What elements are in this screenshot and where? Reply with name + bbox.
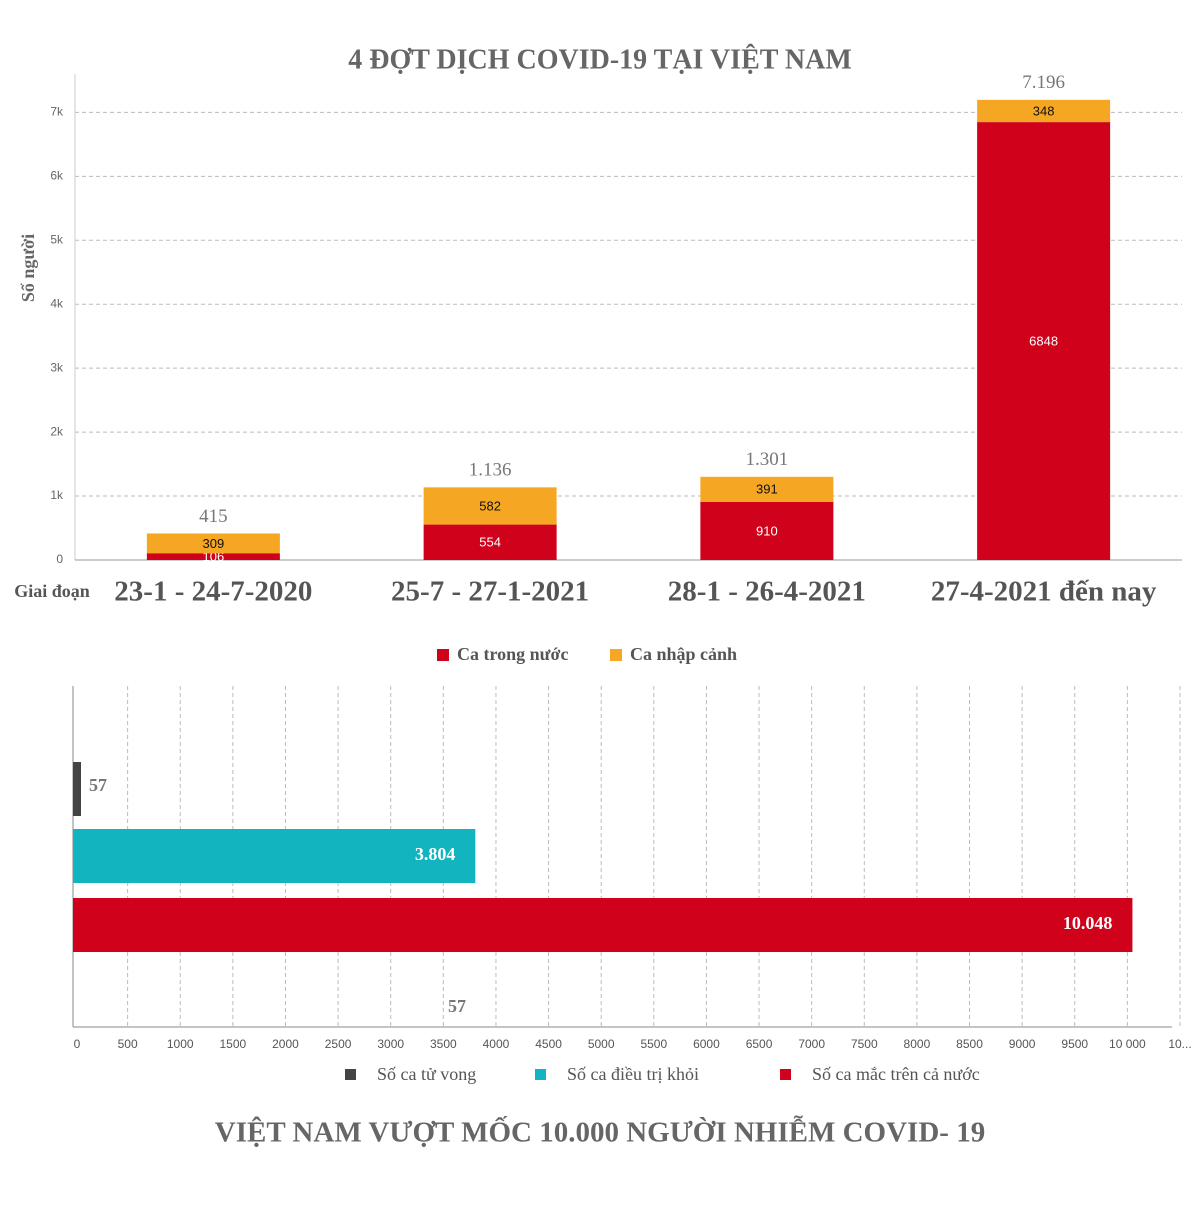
x-tick-label: 27-4-2021 đến nay bbox=[931, 576, 1157, 608]
x-tick-label: 2000 bbox=[272, 1037, 299, 1051]
legend-label: Số ca điều trị khỏi bbox=[567, 1064, 699, 1084]
x-tick-label: 3000 bbox=[377, 1037, 404, 1051]
x-tick-label: 28-1 - 26-4-2021 bbox=[668, 576, 866, 608]
data-label: 910 bbox=[756, 523, 778, 538]
legend-swatch bbox=[610, 649, 622, 661]
data-label: 3.804 bbox=[415, 844, 456, 864]
total-label: 7.196 bbox=[1022, 72, 1065, 93]
data-label: 582 bbox=[479, 498, 501, 513]
y-tick-label: 4k bbox=[50, 296, 64, 310]
x-tick-label: 0 bbox=[74, 1037, 81, 1051]
y-tick-label: 5k bbox=[50, 232, 64, 246]
data-label: 57 bbox=[89, 775, 107, 795]
x-tick-label: 7500 bbox=[851, 1037, 878, 1051]
bar bbox=[73, 898, 1133, 952]
total-label: 1.136 bbox=[469, 460, 512, 481]
x-tick-label: 6000 bbox=[693, 1037, 720, 1051]
data-label: 348 bbox=[1033, 103, 1055, 118]
legend-label: Ca trong nước bbox=[457, 644, 568, 664]
x-tick-label: 23-1 - 24-7-2020 bbox=[114, 576, 312, 608]
bar-segment bbox=[977, 122, 1111, 560]
x-axis-label: Giai đoạn bbox=[14, 581, 90, 601]
x-tick-label: 10 000 bbox=[1109, 1037, 1146, 1051]
legend-label: Ca nhập cảnh bbox=[630, 644, 737, 664]
total-label: 1.301 bbox=[746, 449, 789, 470]
x-tick-label: 10... bbox=[1168, 1037, 1191, 1051]
bar-segment bbox=[423, 524, 557, 560]
y-tick-label: 7k bbox=[50, 105, 64, 119]
bar-segment bbox=[977, 99, 1111, 123]
y-tick-label: 0 bbox=[56, 552, 63, 566]
bar bbox=[73, 829, 476, 883]
x-tick-label: 9000 bbox=[1009, 1037, 1036, 1051]
legend-swatch bbox=[345, 1069, 356, 1080]
bar-segment bbox=[146, 533, 280, 554]
x-tick-label: 7000 bbox=[798, 1037, 825, 1051]
x-tick-label: 4000 bbox=[483, 1037, 510, 1051]
bar-segment bbox=[700, 476, 834, 502]
bar bbox=[73, 762, 81, 816]
legend-swatch bbox=[535, 1069, 546, 1080]
x-tick-label: 4500 bbox=[535, 1037, 562, 1051]
x-tick-label: 3500 bbox=[430, 1037, 457, 1051]
bar-segment bbox=[700, 501, 834, 560]
total-label: 415 bbox=[199, 506, 228, 527]
chart-title: 4 ĐỢT DỊCH COVID-19 TẠI VIỆT NAM bbox=[348, 44, 852, 75]
x-tick-label: 2500 bbox=[325, 1037, 352, 1051]
bar-segment bbox=[146, 553, 280, 560]
data-label: 309 bbox=[203, 536, 225, 551]
x-tick-label: 25-7 - 27-1-2021 bbox=[391, 576, 589, 608]
legend-label: Số ca tử vong bbox=[377, 1064, 476, 1084]
y-tick-label: 1k bbox=[50, 488, 64, 502]
data-label: 391 bbox=[756, 482, 778, 497]
data-label: 6848 bbox=[1029, 333, 1058, 348]
y-tick-label: 6k bbox=[50, 168, 64, 182]
bar-segment bbox=[423, 487, 557, 525]
chart-title: VIỆT NAM VƯỢT MỐC 10.000 NGƯỜI NHIỄM COV… bbox=[215, 1115, 985, 1149]
legend-swatch bbox=[437, 649, 449, 661]
data-label: 554 bbox=[479, 535, 501, 550]
legend-label: Số ca mắc trên cả nước bbox=[812, 1064, 980, 1084]
x-tick-label: 1500 bbox=[220, 1037, 247, 1051]
x-tick-label: 8500 bbox=[956, 1037, 983, 1051]
data-label: 10.048 bbox=[1063, 913, 1113, 933]
annotation: 57 bbox=[448, 996, 466, 1016]
y-tick-label: 3k bbox=[50, 360, 64, 374]
x-tick-label: 500 bbox=[118, 1037, 138, 1051]
x-tick-label: 8000 bbox=[904, 1037, 931, 1051]
y-tick-label: 2k bbox=[50, 424, 64, 438]
x-tick-label: 5500 bbox=[640, 1037, 667, 1051]
x-tick-label: 6500 bbox=[746, 1037, 773, 1051]
y-axis-label: Số người bbox=[18, 234, 38, 302]
x-tick-label: 5000 bbox=[588, 1037, 615, 1051]
x-tick-label: 1000 bbox=[167, 1037, 194, 1051]
legend-swatch bbox=[780, 1069, 791, 1080]
x-tick-label: 9500 bbox=[1061, 1037, 1088, 1051]
